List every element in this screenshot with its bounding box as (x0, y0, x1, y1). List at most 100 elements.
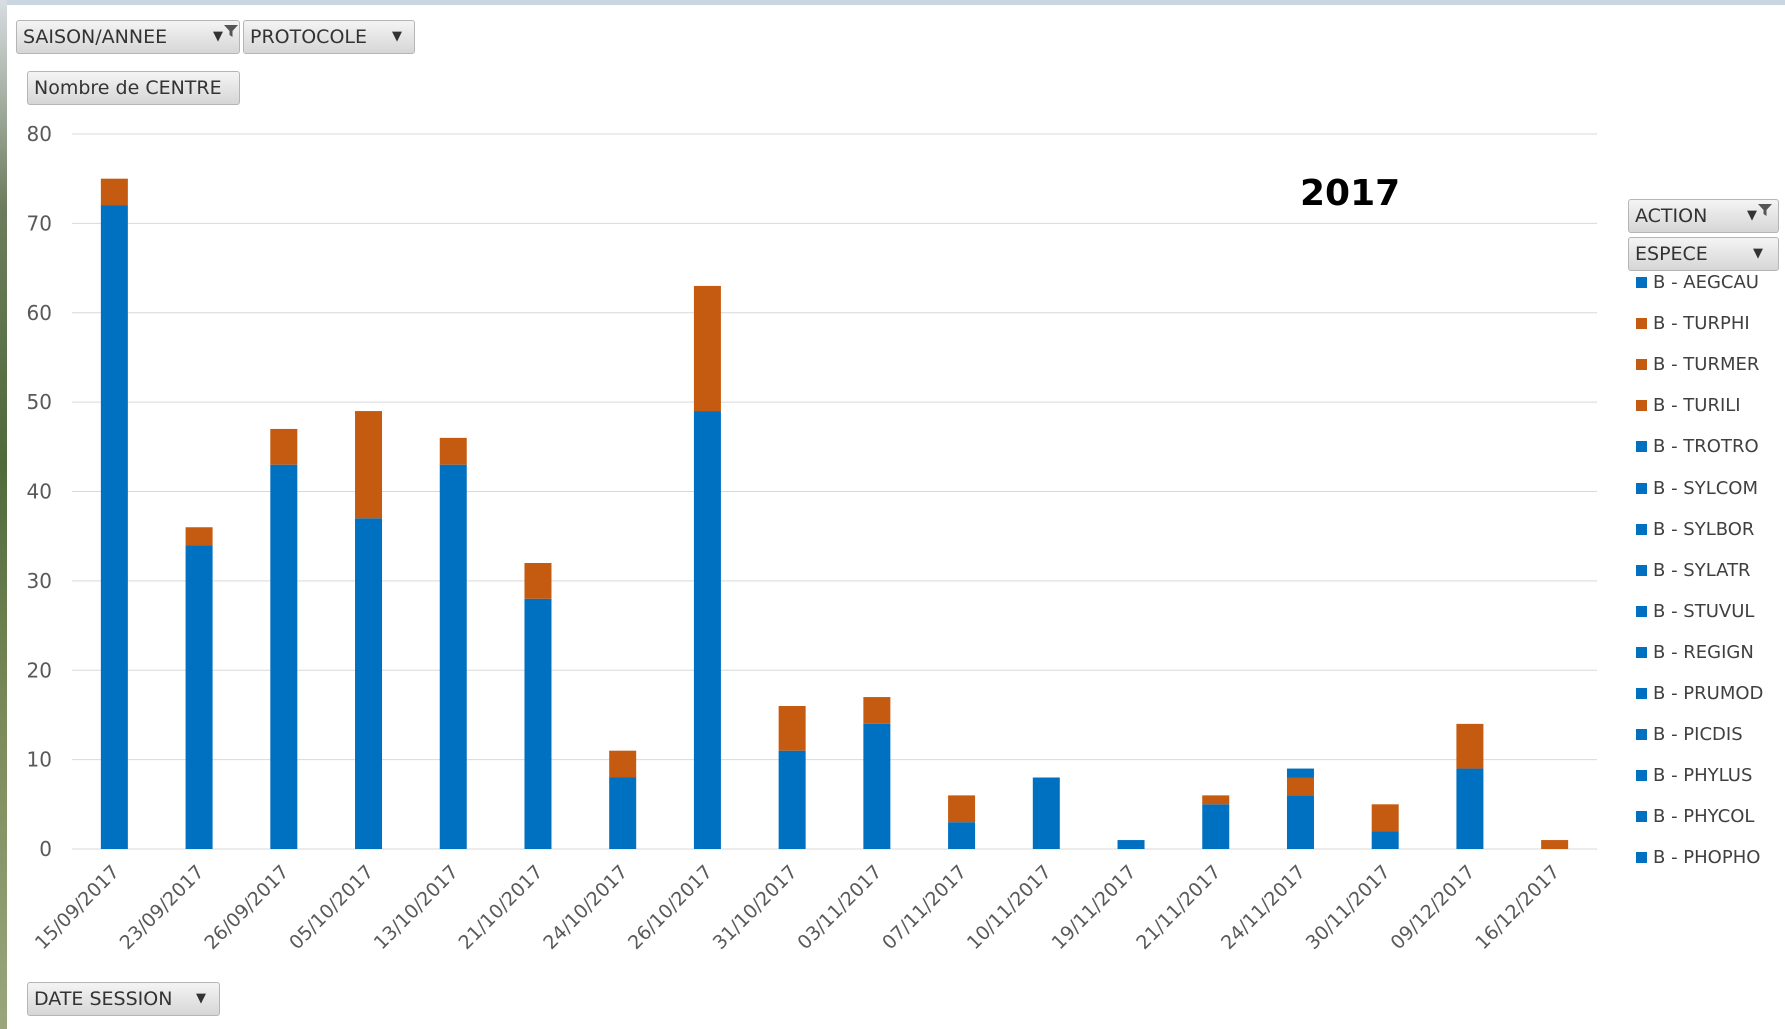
x-tick-label: 13/10/2017 (370, 861, 463, 954)
x-tick-label: 15/09/2017 (31, 861, 124, 954)
legend-swatch (1636, 605, 1647, 617)
legend-label: B - PHOPHO (1653, 847, 1761, 869)
x-tick-label: 16/12/2017 (1471, 861, 1564, 954)
legend-label: B - PHYCOL (1653, 806, 1755, 828)
legend-swatch (1636, 852, 1647, 864)
bar-segment (609, 750, 637, 778)
bar-segment (185, 527, 213, 546)
x-tick-label: 21/11/2017 (1132, 861, 1225, 954)
legend-swatch (1636, 646, 1647, 658)
bar-segment (355, 411, 383, 519)
bar-segment (863, 723, 891, 849)
legend-item: B - PHYLUS (1636, 763, 1785, 789)
bar-segment (1541, 840, 1569, 849)
date-session-label: DATE SESSION (34, 988, 173, 1010)
legend-label: B - PRUMOD (1653, 683, 1764, 704)
saison-annee-filter-button[interactable]: SAISON/ANNEE ▼ (16, 20, 240, 54)
chevron-down-icon: ▼ (1753, 246, 1763, 261)
bar-segment (1286, 768, 1314, 778)
legend-item: B - STUVUL (1636, 599, 1785, 625)
gridlines (72, 133, 1597, 850)
y-tick-label: 60 (27, 301, 52, 325)
legend-item: B - SYLCOM (1636, 476, 1785, 502)
y-tick-label: 20 (27, 658, 52, 682)
bar-segment (270, 428, 298, 465)
x-tick-label: 24/10/2017 (539, 861, 632, 954)
bar-segment (439, 437, 467, 465)
legend-label: B - PICDIS (1653, 724, 1743, 746)
values-field-button[interactable]: Nombre de CENTRE (27, 71, 240, 105)
y-tick-label: 10 (27, 748, 52, 772)
bar-segment (439, 464, 467, 849)
legend-label: B - PHYLUS (1653, 765, 1753, 787)
bar-segment (1371, 831, 1399, 849)
legend-item: B - AEGCAU (1636, 270, 1785, 296)
x-tick-label: 05/10/2017 (285, 861, 378, 954)
legend-item: B - PHOPHO (1636, 845, 1785, 871)
chevron-down-icon: ▼ (213, 29, 223, 44)
x-tick-label: 26/09/2017 (200, 861, 293, 954)
x-tick-label: 30/11/2017 (1302, 861, 1395, 954)
legend-item: B - TURMER (1636, 352, 1785, 378)
bar-segment (1032, 777, 1060, 849)
bar-segment (270, 464, 298, 849)
bar-segment (100, 205, 128, 849)
legend-swatch (1636, 811, 1647, 823)
y-axis-ticks: 0 10 20 30 40 50 60 70 80 (27, 122, 52, 861)
bar-segment (609, 777, 637, 849)
x-tick-label: 09/12/2017 (1386, 861, 1479, 954)
filter-funnel-icon (224, 25, 238, 37)
action-filter-button[interactable]: ACTION ▼ (1628, 199, 1779, 233)
legend-label: B - SYLCOM (1653, 477, 1759, 499)
y-tick-label: 70 (27, 211, 52, 235)
bar-segment (1371, 804, 1399, 832)
y-tick-label: 40 (27, 480, 52, 504)
bar-segment (1117, 840, 1145, 849)
legend-item: B - TROTRO (1636, 434, 1785, 460)
legend-label: B - TURPHI (1653, 313, 1750, 335)
bars (100, 178, 1569, 849)
legend-item: B - PHYCOL (1636, 804, 1785, 830)
bar-segment (778, 750, 806, 849)
legend-item: B - SYLATR (1636, 558, 1785, 584)
bar-segment (1202, 804, 1230, 849)
legend-swatch (1636, 441, 1647, 453)
legend-swatch (1636, 400, 1647, 412)
saison-annee-label: SAISON/ANNEE (23, 26, 168, 48)
legend-label: B - TROTRO (1653, 436, 1759, 458)
legend-swatch (1636, 729, 1647, 741)
bar-segment (948, 795, 976, 823)
x-tick-label: 26/10/2017 (624, 861, 717, 954)
legend-swatch (1636, 482, 1647, 494)
legend-item: B - TURILI (1636, 393, 1785, 419)
window-left-border (0, 0, 7, 1029)
y-tick-label: 80 (27, 122, 52, 146)
protocole-label: PROTOCOLE (250, 26, 367, 48)
bar-segment (693, 285, 721, 412)
x-tick-label: 31/10/2017 (709, 861, 802, 954)
legend-swatch (1636, 523, 1647, 535)
x-tick-label: 03/11/2017 (793, 861, 886, 954)
chevron-down-icon: ▼ (1747, 208, 1757, 223)
bar-segment (1456, 768, 1484, 849)
chart-year-label: 2017 (1300, 173, 1401, 214)
espece-filter-button[interactable]: ESPECE ▼ (1628, 237, 1779, 271)
x-tick-label: 19/11/2017 (1048, 861, 1141, 954)
legend-swatch (1636, 318, 1647, 330)
bar-segment (693, 411, 721, 849)
bar-segment (524, 563, 552, 599)
date-session-filter-button[interactable]: DATE SESSION ▼ (27, 982, 220, 1016)
y-tick-label: 30 (27, 569, 52, 593)
protocole-filter-button[interactable]: PROTOCOLE ▼ (243, 20, 415, 54)
x-tick-label: 21/10/2017 (455, 861, 548, 954)
x-tick-label: 07/11/2017 (878, 861, 971, 954)
x-tick-label: 23/09/2017 (116, 861, 209, 954)
bar-segment (778, 706, 806, 751)
legend-label: B - TURMER (1653, 354, 1760, 376)
bar-segment (185, 545, 213, 849)
bar-segment (863, 697, 891, 724)
bar-segment (1286, 777, 1314, 796)
chevron-down-icon: ▼ (392, 29, 402, 44)
legend-label: B - REGIGN (1653, 641, 1754, 663)
